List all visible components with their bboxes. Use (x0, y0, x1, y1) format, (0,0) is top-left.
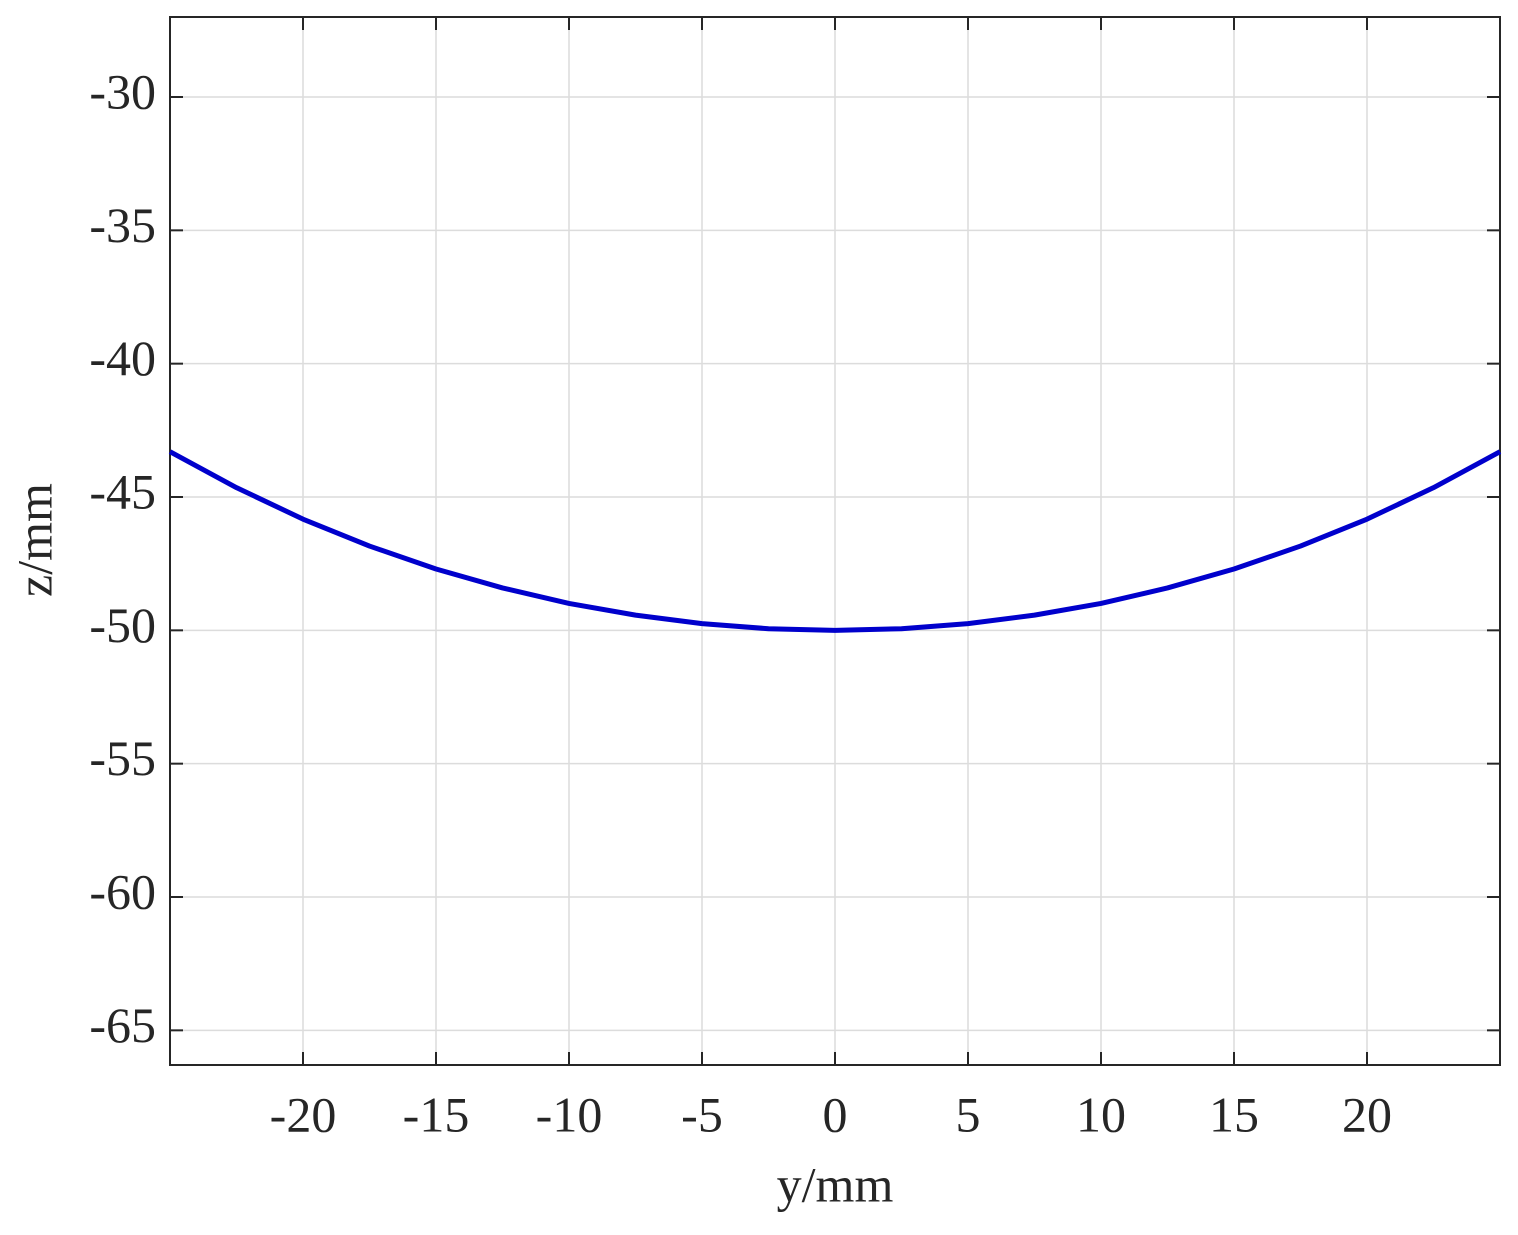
y-axis-label: z/mm (6, 483, 62, 597)
y-tick-label: -35 (89, 197, 156, 253)
x-tick-label: -20 (270, 1086, 337, 1142)
x-tick-label: 10 (1076, 1086, 1126, 1142)
plot-frame (169, 16, 1501, 1066)
y-tick-label: -45 (89, 463, 156, 519)
x-tick-label: 0 (823, 1086, 848, 1142)
x-tick-label: 20 (1342, 1086, 1392, 1142)
data-line (168, 449, 1502, 633)
x-tick-label: -15 (403, 1086, 470, 1142)
y-tick-label: -50 (89, 597, 156, 653)
y-tick-label: -65 (89, 997, 156, 1053)
x-axis-label: y/mm (777, 1156, 894, 1212)
x-tick-label: -5 (681, 1086, 723, 1142)
y-tick-label: -40 (89, 330, 156, 386)
y-tick-label: -30 (89, 63, 156, 119)
x-tick-label: -10 (536, 1086, 603, 1142)
y-tick-label: -60 (89, 863, 156, 919)
x-tick-label: 15 (1209, 1086, 1259, 1142)
y-tick-label: -55 (89, 730, 156, 786)
x-tick-label: 5 (956, 1086, 981, 1142)
